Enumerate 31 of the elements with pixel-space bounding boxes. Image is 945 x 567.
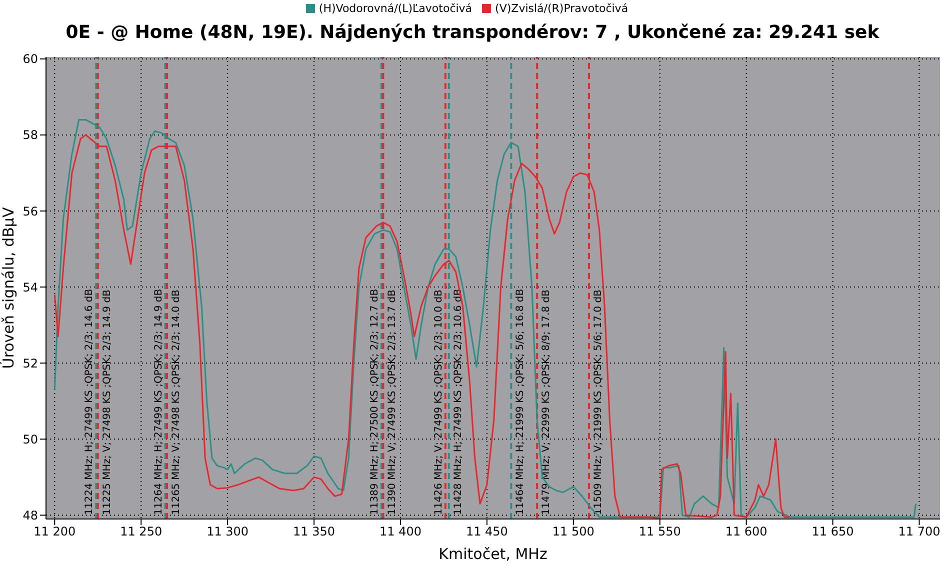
y-tick-label: 50	[22, 432, 38, 446]
x-tick-label: 11 350	[293, 524, 336, 539]
y-tick-label: 54	[22, 280, 38, 294]
ref-line-label: 11265 MHz; V; 27498 KS ;QPSK; 2/3; 14.0 dB	[171, 289, 182, 515]
ref-line-label: 11264 MHz; H; 27499 KS ;QPSK; 2/3; 14.9 dB	[153, 288, 164, 515]
x-tick-label: 11 500	[552, 524, 594, 539]
x-tick-label: 11 700	[898, 524, 940, 539]
x-tick-label: 11 600	[725, 524, 768, 539]
y-tick-label: 52	[22, 356, 38, 370]
y-tick-label: 56	[22, 204, 38, 218]
y-tick-label: 60	[22, 52, 38, 66]
x-axis-title: Kmitočet, MHz	[438, 545, 548, 563]
ref-line-label: 11464 MHz; H; 21999 KS ;QPSK; 5/6; 16.8 dB	[515, 288, 526, 515]
legend-label: (V)Zvislá/(R)Pravotočivá	[495, 2, 628, 15]
chart-title: 0E - @ Home (48N, 19E). Nájdených transpondérov: 7 , Ukončené za: 29.241 sek	[64, 22, 880, 43]
x-tick-label: 11 200	[34, 524, 76, 539]
ref-line-label: 11426 MHz; V; 27499 KS ;QPSK; 2/3; 10.0 dB	[433, 289, 444, 515]
x-tick-label: 11 650	[812, 524, 854, 539]
x-tick-label: 11 450	[466, 524, 508, 539]
x-tick-label: 11 300	[206, 524, 249, 539]
x-tick-label: 11 400	[379, 524, 422, 539]
x-tick-label: 11 250	[120, 524, 162, 539]
ref-line-label: 11225 MHz; V; 27498 KS ;QPSK; 2/3; 14.9 dB	[102, 289, 113, 515]
x-tick-label: 11 550	[638, 524, 681, 539]
ref-line-label: 11224 MHz; H; 27499 KS ;QPSK; 2/3; 14.6 dB	[84, 288, 96, 515]
y-tick-label: 48	[22, 508, 38, 522]
ref-line-label: 11509 MHz; V; 21999 KS ;QPSK; 5/6; 17.0 dB	[592, 289, 604, 515]
legend-label: (H)Vodorovná/(L)Ľavotočivá	[318, 2, 472, 15]
ref-line-label: 11389 MHz; H; 27500 KS ;QPSK; 2/3; 12.7 dB	[369, 288, 380, 515]
y-tick-label: 58	[22, 128, 38, 142]
ref-line-label: 11390 MHz; V; 27499 KS ;QPSK; 2/3; 13.7 dB	[387, 289, 398, 515]
